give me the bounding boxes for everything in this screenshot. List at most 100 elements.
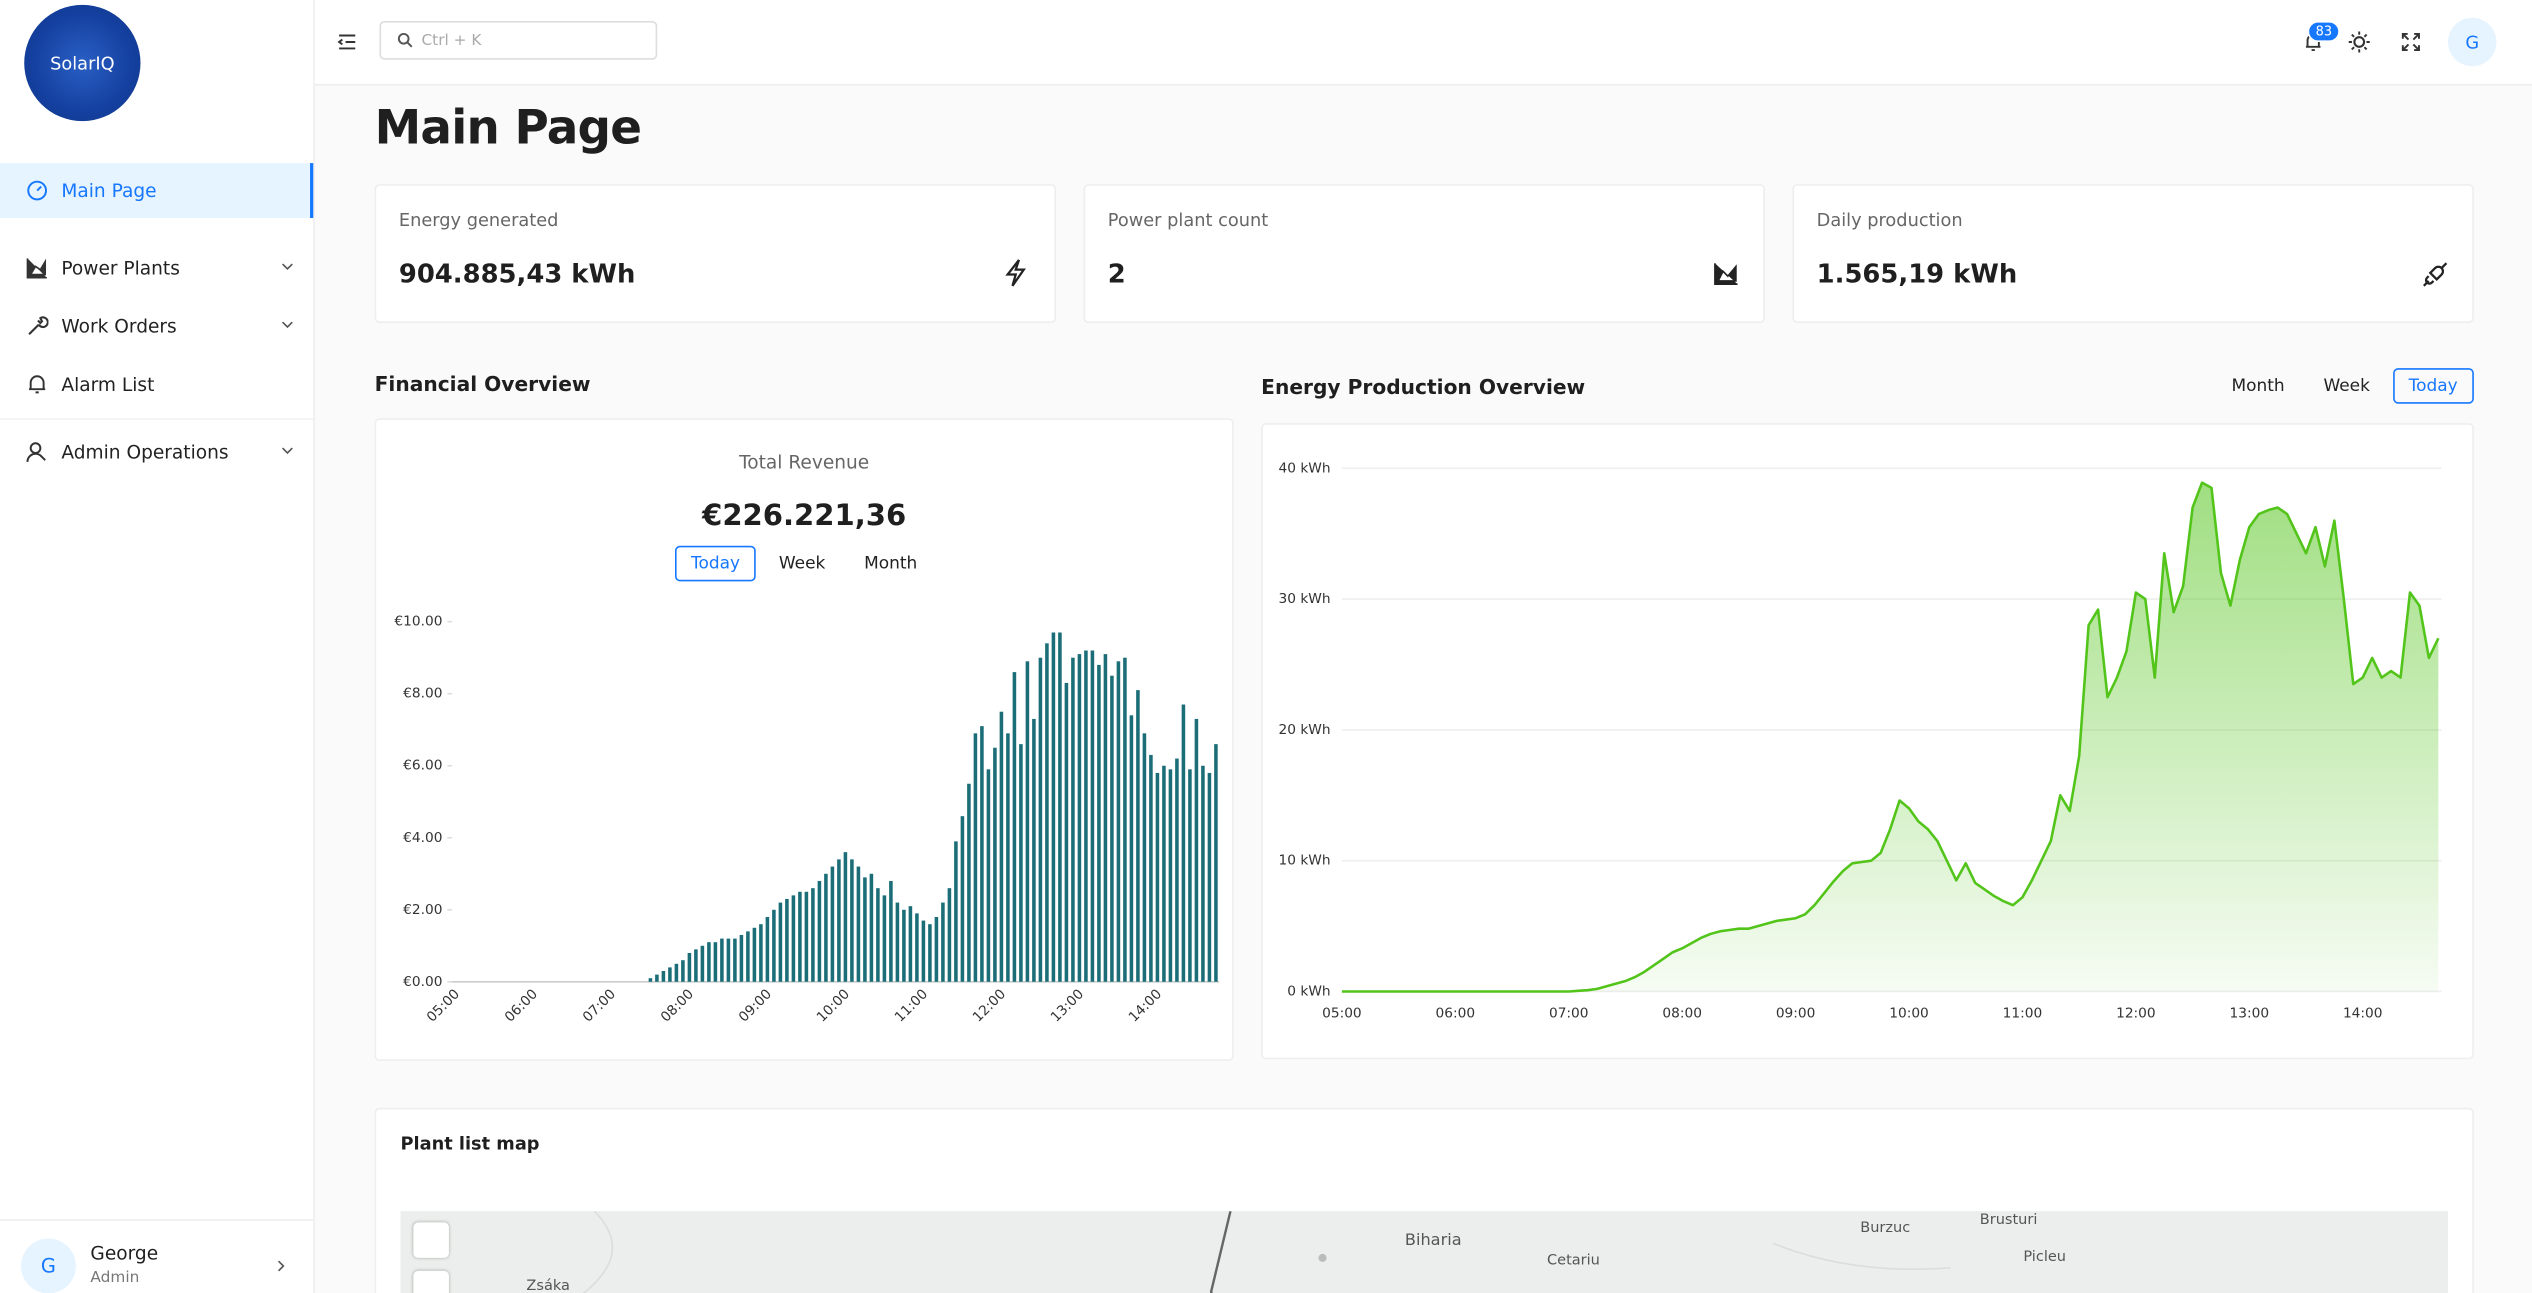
bar bbox=[726, 938, 731, 982]
fullscreen[interactable] bbox=[2401, 32, 2420, 52]
tab[interactable]: Month bbox=[864, 553, 918, 574]
bar bbox=[843, 852, 848, 982]
bar bbox=[1181, 704, 1186, 982]
stat-icon bbox=[2423, 262, 2448, 287]
bar bbox=[1110, 675, 1114, 982]
bar bbox=[1207, 772, 1212, 982]
x-tick-label: 12:00 bbox=[970, 986, 1009, 1025]
tab[interactable]: Week bbox=[778, 553, 826, 574]
nav-label: Power Plants bbox=[61, 256, 180, 280]
bar bbox=[824, 873, 828, 982]
bar bbox=[791, 895, 796, 982]
bar bbox=[947, 888, 952, 982]
x-tick-label: 10:00 bbox=[814, 986, 853, 1025]
search-placeholder: Ctrl + K bbox=[421, 31, 482, 50]
bar bbox=[850, 859, 854, 982]
bar bbox=[986, 769, 991, 982]
bar bbox=[856, 866, 861, 982]
bar bbox=[1025, 661, 1030, 982]
stat-icon bbox=[1714, 263, 1738, 286]
avatar-initial: G bbox=[40, 1254, 56, 1278]
icon bbox=[28, 316, 49, 336]
nav-item[interactable]: Alarm List bbox=[0, 357, 313, 412]
section-title: Financial Overview bbox=[374, 371, 591, 396]
y-tick-label: €0.00 bbox=[403, 974, 442, 990]
x-tick-label: 11:00 bbox=[892, 986, 931, 1025]
x-tick-label: 07:00 bbox=[580, 986, 619, 1025]
bar bbox=[921, 920, 926, 982]
place-label: Zsáka bbox=[526, 1278, 570, 1293]
y-tick-label: 10 kWh bbox=[1279, 853, 1331, 869]
tab[interactable]: Today bbox=[674, 545, 757, 582]
bar bbox=[759, 924, 763, 982]
x-tick-label: 14:00 bbox=[1126, 986, 1165, 1025]
bar bbox=[1032, 718, 1036, 982]
y-tick-label: 40 kWh bbox=[1279, 460, 1331, 476]
bar bbox=[687, 952, 692, 982]
bar bbox=[700, 945, 705, 982]
bar bbox=[1019, 744, 1023, 982]
tab[interactable]: Today bbox=[2392, 368, 2474, 404]
theme-toggle[interactable] bbox=[2348, 31, 2371, 54]
stat-icon bbox=[1005, 259, 1026, 287]
bar bbox=[999, 711, 1004, 982]
bar bbox=[876, 888, 880, 982]
x-tick-label: 09:00 bbox=[1776, 1005, 1816, 1021]
stat-card: Daily production 1.565,19 kWh bbox=[1792, 184, 2474, 323]
place-label: Picleu bbox=[2023, 1249, 2067, 1267]
bar bbox=[765, 916, 770, 982]
bar bbox=[661, 970, 666, 982]
bar-chart: €0.00 €2.00 €4.00 €6.00 €8.00 €10.00 05:00 06:0… bbox=[394, 614, 1220, 1026]
x-tick-label: 13:00 bbox=[2230, 1005, 2270, 1021]
y-tick-label: 30 kWh bbox=[1279, 591, 1331, 607]
nav-label: Admin Operations bbox=[61, 440, 229, 464]
bar bbox=[837, 859, 841, 982]
bar bbox=[1006, 733, 1010, 982]
top-bar: Ctrl + K 83 G bbox=[314, 0, 2532, 86]
logo[interactable]: SolarIQ bbox=[24, 4, 141, 122]
tabs: Month Week Today bbox=[2215, 368, 2474, 404]
nav-item[interactable]: Main Page bbox=[0, 163, 314, 218]
bar bbox=[778, 902, 783, 982]
map-control[interactable] bbox=[413, 1270, 449, 1293]
avatar-initial: G bbox=[2465, 31, 2480, 53]
nav-label: Work Orders bbox=[61, 314, 177, 338]
search-box[interactable]: Ctrl + K bbox=[379, 20, 658, 60]
map[interactable]: Biharia Burzuc Brusturi Cetariu Picleu Z… bbox=[400, 1211, 2449, 1293]
bar bbox=[1012, 672, 1017, 982]
x-tick-label: 08:00 bbox=[658, 986, 697, 1025]
bar bbox=[752, 927, 757, 982]
stat-label: Energy generated bbox=[398, 209, 559, 231]
nav-item[interactable]: Work Orders bbox=[0, 299, 313, 354]
tab[interactable]: Week bbox=[2323, 376, 2370, 396]
chevron[interactable] bbox=[275, 1260, 288, 1273]
x-tick-label: 14:00 bbox=[2343, 1005, 2383, 1021]
nav-item[interactable]: Power Plants bbox=[0, 241, 313, 296]
user-name: George bbox=[90, 1241, 159, 1265]
tab[interactable]: Month bbox=[2231, 376, 2285, 396]
area-chart: 0 kWh 10 kWh 20 kWh 30 kWh 40 kWh 05:00 06:00 0… bbox=[1279, 460, 2442, 1021]
logo-text: SolarIQ bbox=[50, 52, 115, 74]
bar bbox=[973, 733, 978, 982]
bar bbox=[1136, 690, 1140, 982]
nav-item[interactable]: Admin Operations bbox=[0, 425, 313, 480]
chevron bbox=[282, 263, 293, 271]
x-tick-label: 05:00 bbox=[424, 986, 463, 1025]
bar bbox=[1168, 769, 1173, 982]
bar bbox=[713, 942, 718, 982]
bar bbox=[772, 909, 776, 982]
bar bbox=[733, 938, 737, 982]
menu-toggle[interactable] bbox=[337, 32, 356, 51]
place-label: Brusturi bbox=[1979, 1212, 2038, 1229]
stat-card: Energy generated 904.885,43 kWh bbox=[374, 184, 1057, 323]
bar bbox=[1149, 754, 1153, 982]
nav-label: Main Page bbox=[61, 179, 157, 202]
bar bbox=[1116, 661, 1121, 982]
nav-label: Alarm List bbox=[61, 373, 155, 396]
header-avatar[interactable]: G bbox=[2448, 17, 2497, 67]
bar bbox=[934, 916, 939, 982]
bar bbox=[668, 967, 672, 982]
map-control[interactable] bbox=[413, 1222, 449, 1258]
